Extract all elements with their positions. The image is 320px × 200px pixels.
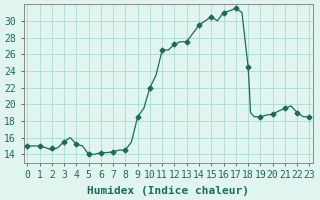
X-axis label: Humidex (Indice chaleur): Humidex (Indice chaleur) (87, 186, 249, 196)
